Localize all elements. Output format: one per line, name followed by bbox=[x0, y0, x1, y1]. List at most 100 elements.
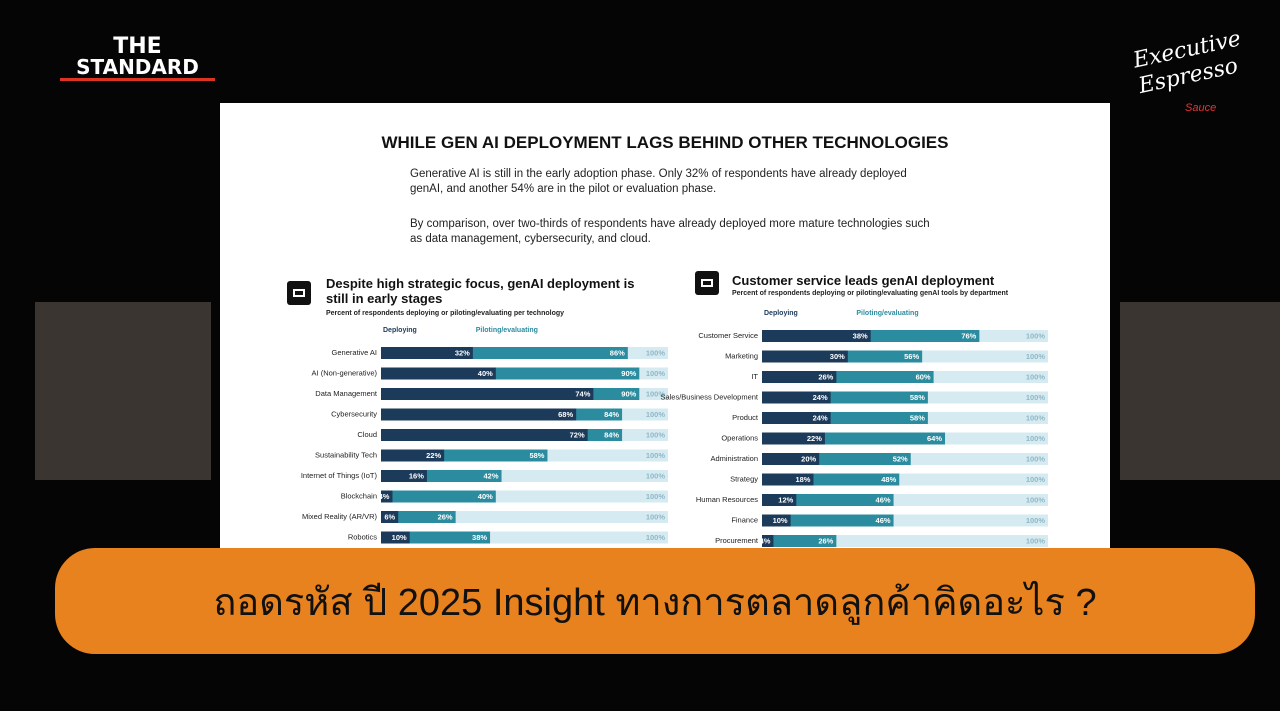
show-title: Executive Espresso bbox=[1131, 26, 1244, 99]
bar bbox=[762, 514, 791, 527]
value-label: 100% bbox=[646, 533, 666, 542]
y-tick-label: AI (Non-generative) bbox=[312, 368, 378, 377]
chart-subtitle: Percent of respondents deploying or pilo… bbox=[326, 310, 565, 317]
value-label: 100% bbox=[646, 389, 666, 398]
value-label: 38% bbox=[472, 533, 487, 542]
value-label: 100% bbox=[646, 451, 666, 460]
bar bbox=[381, 367, 496, 380]
value-label: 100% bbox=[1026, 495, 1046, 504]
value-label: 4% bbox=[760, 536, 771, 545]
icon bbox=[695, 271, 719, 295]
value-label: 100% bbox=[1026, 434, 1046, 443]
icon bbox=[287, 281, 311, 305]
value-label: 32% bbox=[455, 348, 470, 357]
bar bbox=[381, 388, 594, 400]
y-tick-label: Operations bbox=[721, 433, 758, 442]
bar bbox=[381, 490, 393, 503]
value-label: 64% bbox=[927, 434, 942, 443]
value-label: 16% bbox=[409, 471, 424, 480]
bar bbox=[381, 408, 577, 421]
value-label: 22% bbox=[426, 451, 441, 460]
y-tick-label: Generative AI bbox=[332, 348, 377, 357]
y-tick-label: Sustainability Tech bbox=[315, 450, 377, 459]
value-label: 38% bbox=[853, 331, 868, 340]
bar bbox=[762, 350, 848, 363]
value-label: 100% bbox=[646, 492, 666, 501]
value-label: 20% bbox=[801, 454, 816, 463]
bar bbox=[762, 330, 871, 342]
value-label: 56% bbox=[904, 352, 919, 361]
value-label: 10% bbox=[392, 533, 407, 542]
value-label: 24% bbox=[813, 393, 828, 402]
charts: Deploying Piloting/evaluating Generative A… bbox=[301, 310, 1048, 547]
y-tick-label: Product bbox=[732, 413, 759, 422]
y-tick-label: Administration bbox=[710, 454, 758, 463]
chart-subtitle: Percent of respondents deploying or pilo… bbox=[732, 290, 1009, 297]
show-brand: Sauce bbox=[1185, 102, 1217, 114]
value-label: 52% bbox=[893, 454, 908, 463]
bar bbox=[381, 511, 399, 523]
value-label: 26% bbox=[438, 512, 453, 521]
speaker-video-right bbox=[1120, 302, 1280, 480]
value-label: 42% bbox=[484, 471, 499, 480]
value-label: 100% bbox=[1026, 475, 1046, 484]
bar bbox=[762, 453, 820, 465]
bar bbox=[381, 490, 496, 503]
value-label: 84% bbox=[604, 430, 619, 439]
y-tick-label: Procurement bbox=[715, 536, 759, 545]
value-label: 100% bbox=[646, 512, 666, 521]
value-label: 84% bbox=[604, 410, 619, 419]
chart-title: Customer service leads genAI deployment bbox=[732, 273, 995, 288]
bar bbox=[381, 531, 410, 544]
bar bbox=[762, 494, 797, 506]
value-label: 46% bbox=[876, 495, 891, 504]
bar bbox=[762, 514, 894, 527]
y-tick-label: Customer Service bbox=[698, 331, 758, 340]
value-label: 100% bbox=[1026, 352, 1046, 361]
value-label: 24% bbox=[813, 413, 828, 422]
bar bbox=[381, 347, 473, 359]
value-label: 6% bbox=[384, 512, 395, 521]
y-tick-label: Mixed Reality (AR/VR) bbox=[302, 512, 378, 521]
value-label: 100% bbox=[646, 369, 666, 378]
value-label: 100% bbox=[646, 471, 666, 480]
y-tick-label: Blockchain bbox=[341, 491, 377, 500]
value-label: 90% bbox=[621, 369, 636, 378]
paragraph: Generative AI is still in the early adop… bbox=[410, 168, 907, 195]
value-label: 100% bbox=[1026, 413, 1046, 422]
value-label: 100% bbox=[1026, 516, 1046, 525]
value-label: 48% bbox=[881, 475, 896, 484]
speaker-video-left bbox=[35, 302, 211, 480]
legend-label: Deploying bbox=[383, 327, 417, 334]
value-label: 60% bbox=[916, 372, 931, 381]
value-label: 100% bbox=[1026, 393, 1046, 402]
value-label: 100% bbox=[1026, 372, 1046, 381]
value-label: 26% bbox=[818, 536, 833, 545]
caption: ถอดรหัส ปี 2025 Insight ทางการตลาดลูกค้า… bbox=[55, 548, 1255, 654]
value-label: 30% bbox=[830, 352, 845, 361]
legend-label: Piloting/evaluating bbox=[476, 327, 538, 334]
bar bbox=[762, 535, 774, 547]
legend-label: Piloting/evaluating bbox=[856, 310, 918, 317]
value-label: 12% bbox=[778, 495, 793, 504]
bar bbox=[762, 535, 837, 547]
value-label: 68% bbox=[558, 410, 573, 419]
value-label: 26% bbox=[818, 372, 833, 381]
logo-line1: THE bbox=[113, 34, 162, 59]
value-label: 40% bbox=[478, 369, 493, 378]
value-label: 22% bbox=[807, 434, 822, 443]
bar bbox=[381, 470, 427, 482]
value-label: 10% bbox=[773, 516, 788, 525]
logo-line2: STANDARD bbox=[60, 56, 215, 81]
value-label: 40% bbox=[478, 492, 493, 501]
value-label: 100% bbox=[1026, 454, 1046, 463]
y-tick-label: Finance bbox=[731, 515, 758, 524]
paragraph: By comparison, over two-thirds of respon… bbox=[410, 218, 930, 245]
bar bbox=[762, 391, 831, 404]
value-label: 86% bbox=[610, 348, 625, 357]
y-tick-label: IT bbox=[751, 372, 758, 381]
value-label: 4% bbox=[379, 492, 390, 501]
value-label: 100% bbox=[646, 410, 666, 419]
bar bbox=[381, 511, 456, 523]
y-tick-label: Marketing bbox=[725, 351, 758, 360]
